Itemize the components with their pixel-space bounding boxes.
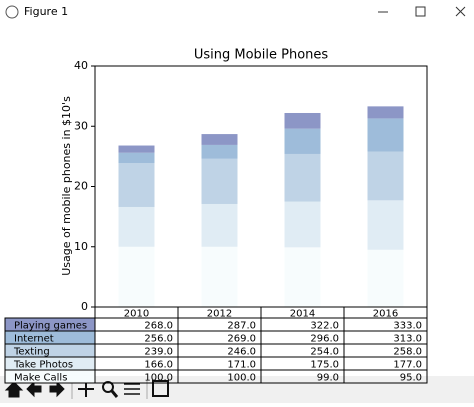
maximize-button[interactable] — [415, 6, 426, 17]
bar-segment — [367, 118, 404, 152]
bar-segment — [201, 158, 238, 204]
table-cell-text: 333.0 — [393, 321, 422, 332]
chart-title: Using Mobile Phones — [194, 48, 329, 63]
close-button[interactable] — [455, 6, 466, 17]
bar-segment — [284, 247, 321, 307]
window-title: Figure 1 — [24, 5, 68, 18]
app-icon — [5, 5, 19, 19]
table-cell — [343, 369, 428, 384]
bar-segment — [118, 145, 155, 153]
table-column-label: 2014 — [290, 309, 315, 320]
bar-segment — [118, 206, 155, 247]
title-bar — [0, 0, 474, 24]
y-tick-label: 40 — [74, 59, 88, 72]
y-tick-label: 20 — [74, 180, 88, 193]
bar-segment — [284, 153, 321, 202]
bar-segment — [284, 201, 321, 248]
zoom-handle — [110, 390, 119, 398]
table-cell-text: 171.0 — [227, 360, 256, 371]
table-column-label: 2016 — [373, 309, 398, 320]
table-cell-text: 268.0 — [144, 321, 173, 332]
y-tick-label: 10 — [74, 240, 88, 253]
y-tick-label: 0 — [81, 300, 88, 313]
table-cell-text: 296.0 — [310, 334, 339, 345]
table-cell-text: 246.0 — [227, 347, 256, 358]
bar-segment — [367, 249, 404, 307]
bar-segment — [201, 144, 238, 159]
bar-segment — [367, 200, 404, 250]
table-cell-text: 177.0 — [393, 360, 422, 371]
table-cell-text: 239.0 — [144, 347, 173, 358]
table-cell-text: 100.0 — [227, 373, 256, 384]
table-cell-text: 322.0 — [310, 321, 339, 332]
table-cell-text: 100.0 — [144, 373, 173, 384]
table-cell-text: 269.0 — [227, 334, 256, 345]
y-axis-label: Usage of mobile phones in $10's — [60, 96, 73, 276]
table-row-label: Texting — [13, 347, 50, 358]
bar-segment — [118, 163, 155, 207]
bar-segment — [367, 151, 404, 201]
zoom-button[interactable] — [102, 381, 114, 393]
bar-segment — [367, 106, 404, 119]
y-tick-label: 30 — [74, 119, 88, 132]
table-cell-text: 313.0 — [393, 334, 422, 345]
table-row-label: Internet — [14, 334, 54, 345]
table-cell-text: 175.0 — [310, 360, 339, 371]
table-column-label: 2010 — [124, 309, 149, 320]
table-column-label: 2012 — [207, 309, 232, 320]
table-cell-text: 258.0 — [393, 347, 422, 358]
bar-segment — [118, 246, 155, 307]
table-row-label: Take Photos — [13, 360, 73, 371]
table-cell-text: 95.0 — [400, 373, 422, 384]
table-row-label: Make Calls — [14, 373, 67, 384]
pan-button[interactable] — [78, 381, 94, 397]
table-cell-text: 287.0 — [227, 321, 256, 332]
bar-segment — [118, 152, 155, 164]
save-button[interactable] — [152, 380, 169, 397]
table-cell-text: 166.0 — [144, 360, 173, 371]
bar-segment — [284, 112, 321, 129]
configure-button[interactable] — [124, 383, 140, 395]
table-cell-text: 99.0 — [317, 373, 339, 384]
table-row-label: Playing games — [14, 321, 87, 332]
bar-segment — [201, 203, 238, 247]
table-cell-text: 254.0 — [310, 347, 339, 358]
bar-segment — [284, 128, 321, 154]
bar-segment — [201, 134, 238, 145]
table-cell-text: 256.0 — [144, 334, 173, 345]
bar-segment — [201, 246, 238, 307]
